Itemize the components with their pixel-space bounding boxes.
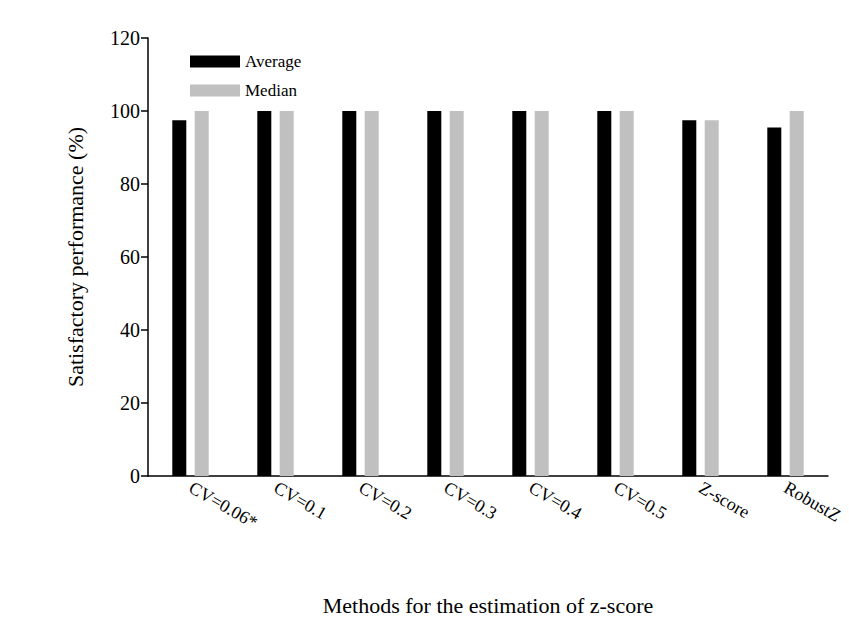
svg-text:100: 100 bbox=[110, 100, 140, 122]
svg-text:CV=0.2: CV=0.2 bbox=[355, 477, 415, 523]
svg-text:CV=0.5: CV=0.5 bbox=[610, 477, 670, 523]
svg-text:Methods for the estimation of: Methods for the estimation of z-score bbox=[323, 593, 654, 618]
svg-text:120: 120 bbox=[110, 27, 140, 49]
svg-text:CV=0.3: CV=0.3 bbox=[440, 477, 500, 523]
svg-text:RobustZ: RobustZ bbox=[780, 477, 844, 525]
svg-text:20: 20 bbox=[120, 392, 140, 414]
svg-text:CV=0.1: CV=0.1 bbox=[270, 477, 330, 523]
svg-text:Satisfactory performance (%): Satisfactory performance (%) bbox=[63, 127, 88, 387]
svg-text:Median: Median bbox=[245, 81, 297, 100]
svg-text:60: 60 bbox=[120, 246, 140, 268]
svg-text:0: 0 bbox=[130, 465, 140, 487]
svg-text:CV=0.4: CV=0.4 bbox=[525, 477, 585, 523]
svg-text:40: 40 bbox=[120, 319, 140, 341]
svg-text:Average: Average bbox=[245, 52, 301, 71]
svg-text:CV=0.06*: CV=0.06* bbox=[185, 477, 260, 532]
svg-text:80: 80 bbox=[120, 173, 140, 195]
svg-text:Z-score: Z-score bbox=[695, 477, 753, 522]
